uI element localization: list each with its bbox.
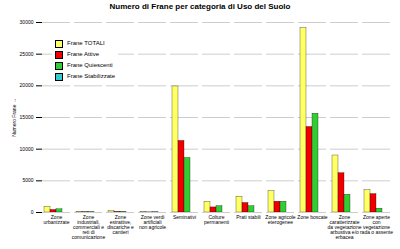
svg-text:25000: 25000 xyxy=(20,51,34,57)
svg-text:Prati stabili: Prati stabili xyxy=(236,214,260,220)
svg-text:Zone boscate: Zone boscate xyxy=(297,214,328,220)
svg-text:10000: 10000 xyxy=(20,146,34,152)
svg-text:Zone agricoleeterogenee: Zone agricoleeterogenee xyxy=(265,214,296,225)
svg-text:15000: 15000 xyxy=(20,114,34,120)
svg-text:Numero Frane →: Numero Frane → xyxy=(11,98,17,137)
svg-text:Zoneindustriali,commerciali er: Zoneindustriali,commerciali ereti dicomu… xyxy=(72,214,106,240)
html-text:Numero di Frane per categoria: Numero di Frane per categoria di Uso del… xyxy=(109,2,291,11)
svg-text:Zone aperteconvegetazionerada: Zone aperteconvegetazionerada o assente xyxy=(360,214,393,235)
svg-text:Zone verdiartificialinon agric: Zone verdiartificialinon agricole xyxy=(139,214,166,230)
svg-text:Zonecaratterizzateda vegetazio: Zonecaratterizzateda vegetazionearbustiv… xyxy=(328,214,362,240)
html-text:Frane TOTALI: Frane TOTALI xyxy=(67,40,105,46)
html-text:Frane Stabilizzate: Frane Stabilizzate xyxy=(67,73,115,79)
svg-text:30000: 30000 xyxy=(20,19,34,25)
svg-text:Zoneestrattive,discariche ecan: Zoneestrattive,discariche ecantieri xyxy=(107,214,134,235)
html-text:Frane Attive: Frane Attive xyxy=(67,51,99,57)
svg-text:0: 0 xyxy=(31,209,34,215)
svg-text:Colturepermanenti: Colturepermanenti xyxy=(204,214,229,225)
svg-text:5000: 5000 xyxy=(22,177,33,183)
svg-text:20000: 20000 xyxy=(20,82,34,88)
svg-text:Zoneurbanizzate: Zoneurbanizzate xyxy=(44,214,70,225)
svg-text:Seminativi: Seminativi xyxy=(173,214,196,220)
html-text:Frane Quiescenti: Frane Quiescenti xyxy=(67,62,113,68)
